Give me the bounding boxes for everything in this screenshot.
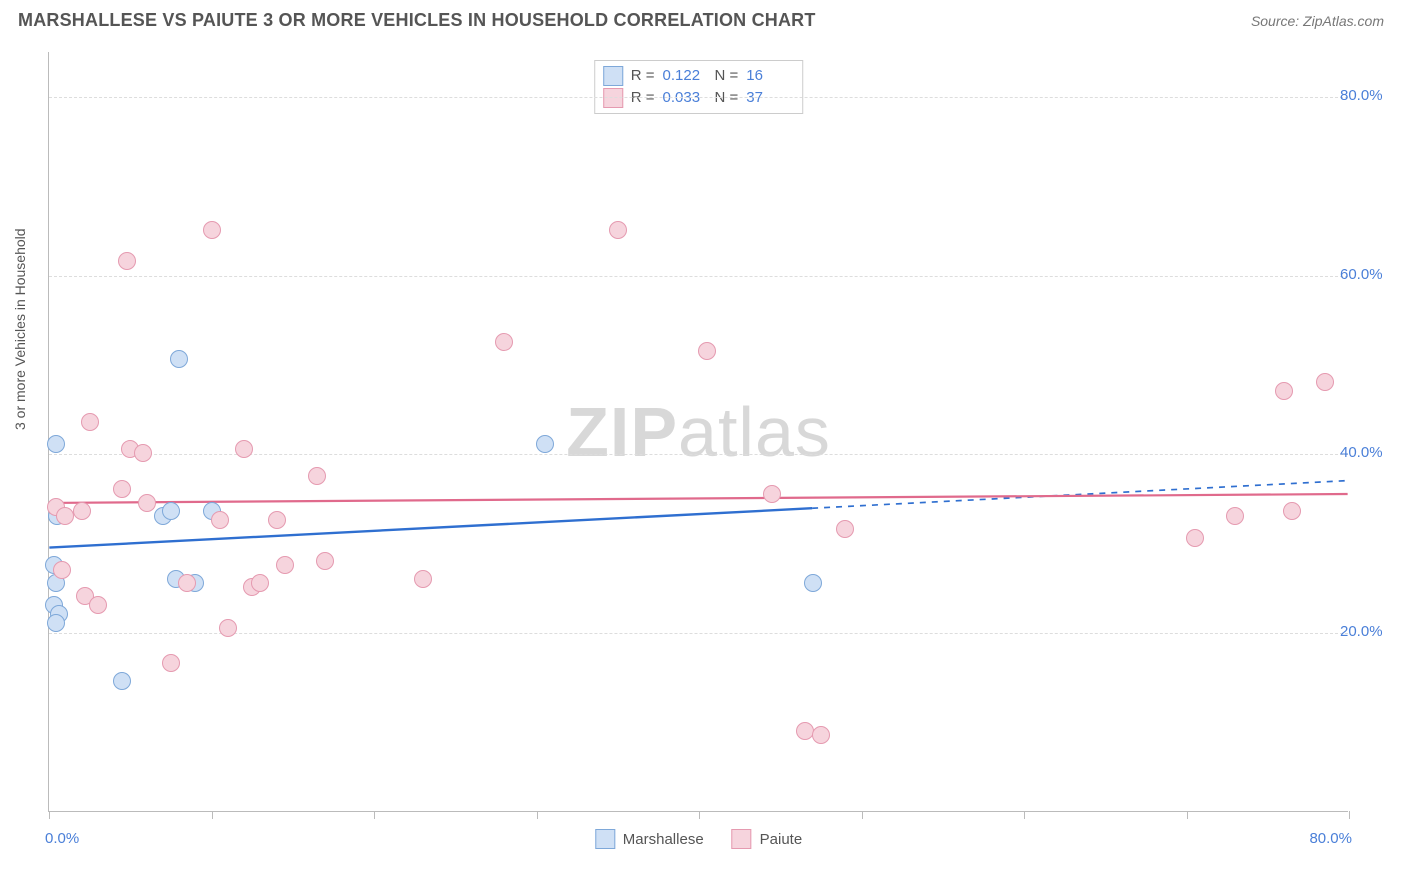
data-point-series-1 [53,561,71,579]
watermark-atlas: atlas [678,393,831,471]
data-point-series-1 [1283,502,1301,520]
y-axis-label: 3 or more Vehicles in Household [12,228,28,430]
legend: Marshallese Paiute [595,829,802,849]
data-point-series-0 [47,435,65,453]
source-attribution: Source: ZipAtlas.com [1251,13,1384,29]
gridline-h [49,633,1348,634]
trend-lines [49,52,1348,811]
data-point-series-1 [836,520,854,538]
data-point-series-1 [251,574,269,592]
data-point-series-1 [73,502,91,520]
data-point-series-0 [113,672,131,690]
data-point-series-0 [170,350,188,368]
data-point-series-1 [1226,507,1244,525]
data-point-series-1 [138,494,156,512]
x-axis-min-label: 0.0% [45,830,79,847]
r-value-1: 0.033 [663,87,707,109]
x-tick [537,811,538,819]
legend-label-0: Marshallese [623,831,704,848]
stats-row-series-0: R = 0.122 N = 16 [603,65,791,87]
data-point-series-1 [203,221,221,239]
x-tick [212,811,213,819]
data-point-series-1 [796,722,814,740]
n-label-1: N = [715,87,739,109]
data-point-series-1 [118,252,136,270]
x-tick [862,811,863,819]
n-value-0: 16 [746,65,790,87]
source-value: ZipAtlas.com [1303,13,1384,29]
data-point-series-1 [609,221,627,239]
data-point-series-1 [89,596,107,614]
data-point-series-1 [1186,529,1204,547]
data-point-series-0 [162,502,180,520]
x-tick [1187,811,1188,819]
x-axis-max-label: 80.0% [1309,830,1352,847]
chart-title: MARSHALLESE VS PAIUTE 3 OR MORE VEHICLES… [18,10,816,31]
data-point-series-1 [211,511,229,529]
data-point-series-1 [763,485,781,503]
gridline-h [49,97,1348,98]
r-value-0: 0.122 [663,65,707,87]
source-label: Source: [1251,13,1303,29]
data-point-series-1 [414,570,432,588]
y-tick-label: 80.0% [1340,87,1383,104]
data-point-series-1 [162,654,180,672]
data-point-series-0 [804,574,822,592]
data-point-series-1 [316,552,334,570]
legend-swatch-0 [595,829,615,849]
data-point-series-1 [56,507,74,525]
legend-item-1: Paiute [732,829,803,849]
data-point-series-1 [1316,373,1334,391]
r-label-1: R = [631,87,655,109]
data-point-series-1 [268,511,286,529]
swatch-series-0 [603,66,623,86]
x-tick [1349,811,1350,819]
data-point-series-1 [495,333,513,351]
data-point-series-1 [219,619,237,637]
data-point-series-1 [812,726,830,744]
r-label-0: R = [631,65,655,87]
legend-item-0: Marshallese [595,829,704,849]
chart-plot-area: ZIPatlas R = 0.122 N = 16 R = 0.033 N = … [48,52,1348,812]
watermark-zip: ZIP [566,393,678,471]
swatch-series-1 [603,88,623,108]
data-point-series-1 [276,556,294,574]
data-point-series-0 [536,435,554,453]
data-point-series-1 [81,413,99,431]
x-tick [374,811,375,819]
data-point-series-1 [134,444,152,462]
y-tick-label: 60.0% [1340,266,1383,283]
data-point-series-1 [113,480,131,498]
y-tick-label: 40.0% [1340,444,1383,461]
data-point-series-1 [235,440,253,458]
y-tick-label: 20.0% [1340,623,1383,640]
legend-swatch-1 [732,829,752,849]
correlation-stats-box: R = 0.122 N = 16 R = 0.033 N = 37 [594,60,804,114]
n-label-0: N = [715,65,739,87]
x-tick [49,811,50,819]
data-point-series-1 [698,342,716,360]
gridline-h [49,276,1348,277]
data-point-series-1 [178,574,196,592]
legend-label-1: Paiute [760,831,803,848]
watermark: ZIPatlas [566,392,831,472]
n-value-1: 37 [746,87,790,109]
data-point-series-1 [308,467,326,485]
data-point-series-1 [1275,382,1293,400]
x-tick [699,811,700,819]
stats-row-series-1: R = 0.033 N = 37 [603,87,791,109]
data-point-series-0 [47,614,65,632]
x-tick [1024,811,1025,819]
